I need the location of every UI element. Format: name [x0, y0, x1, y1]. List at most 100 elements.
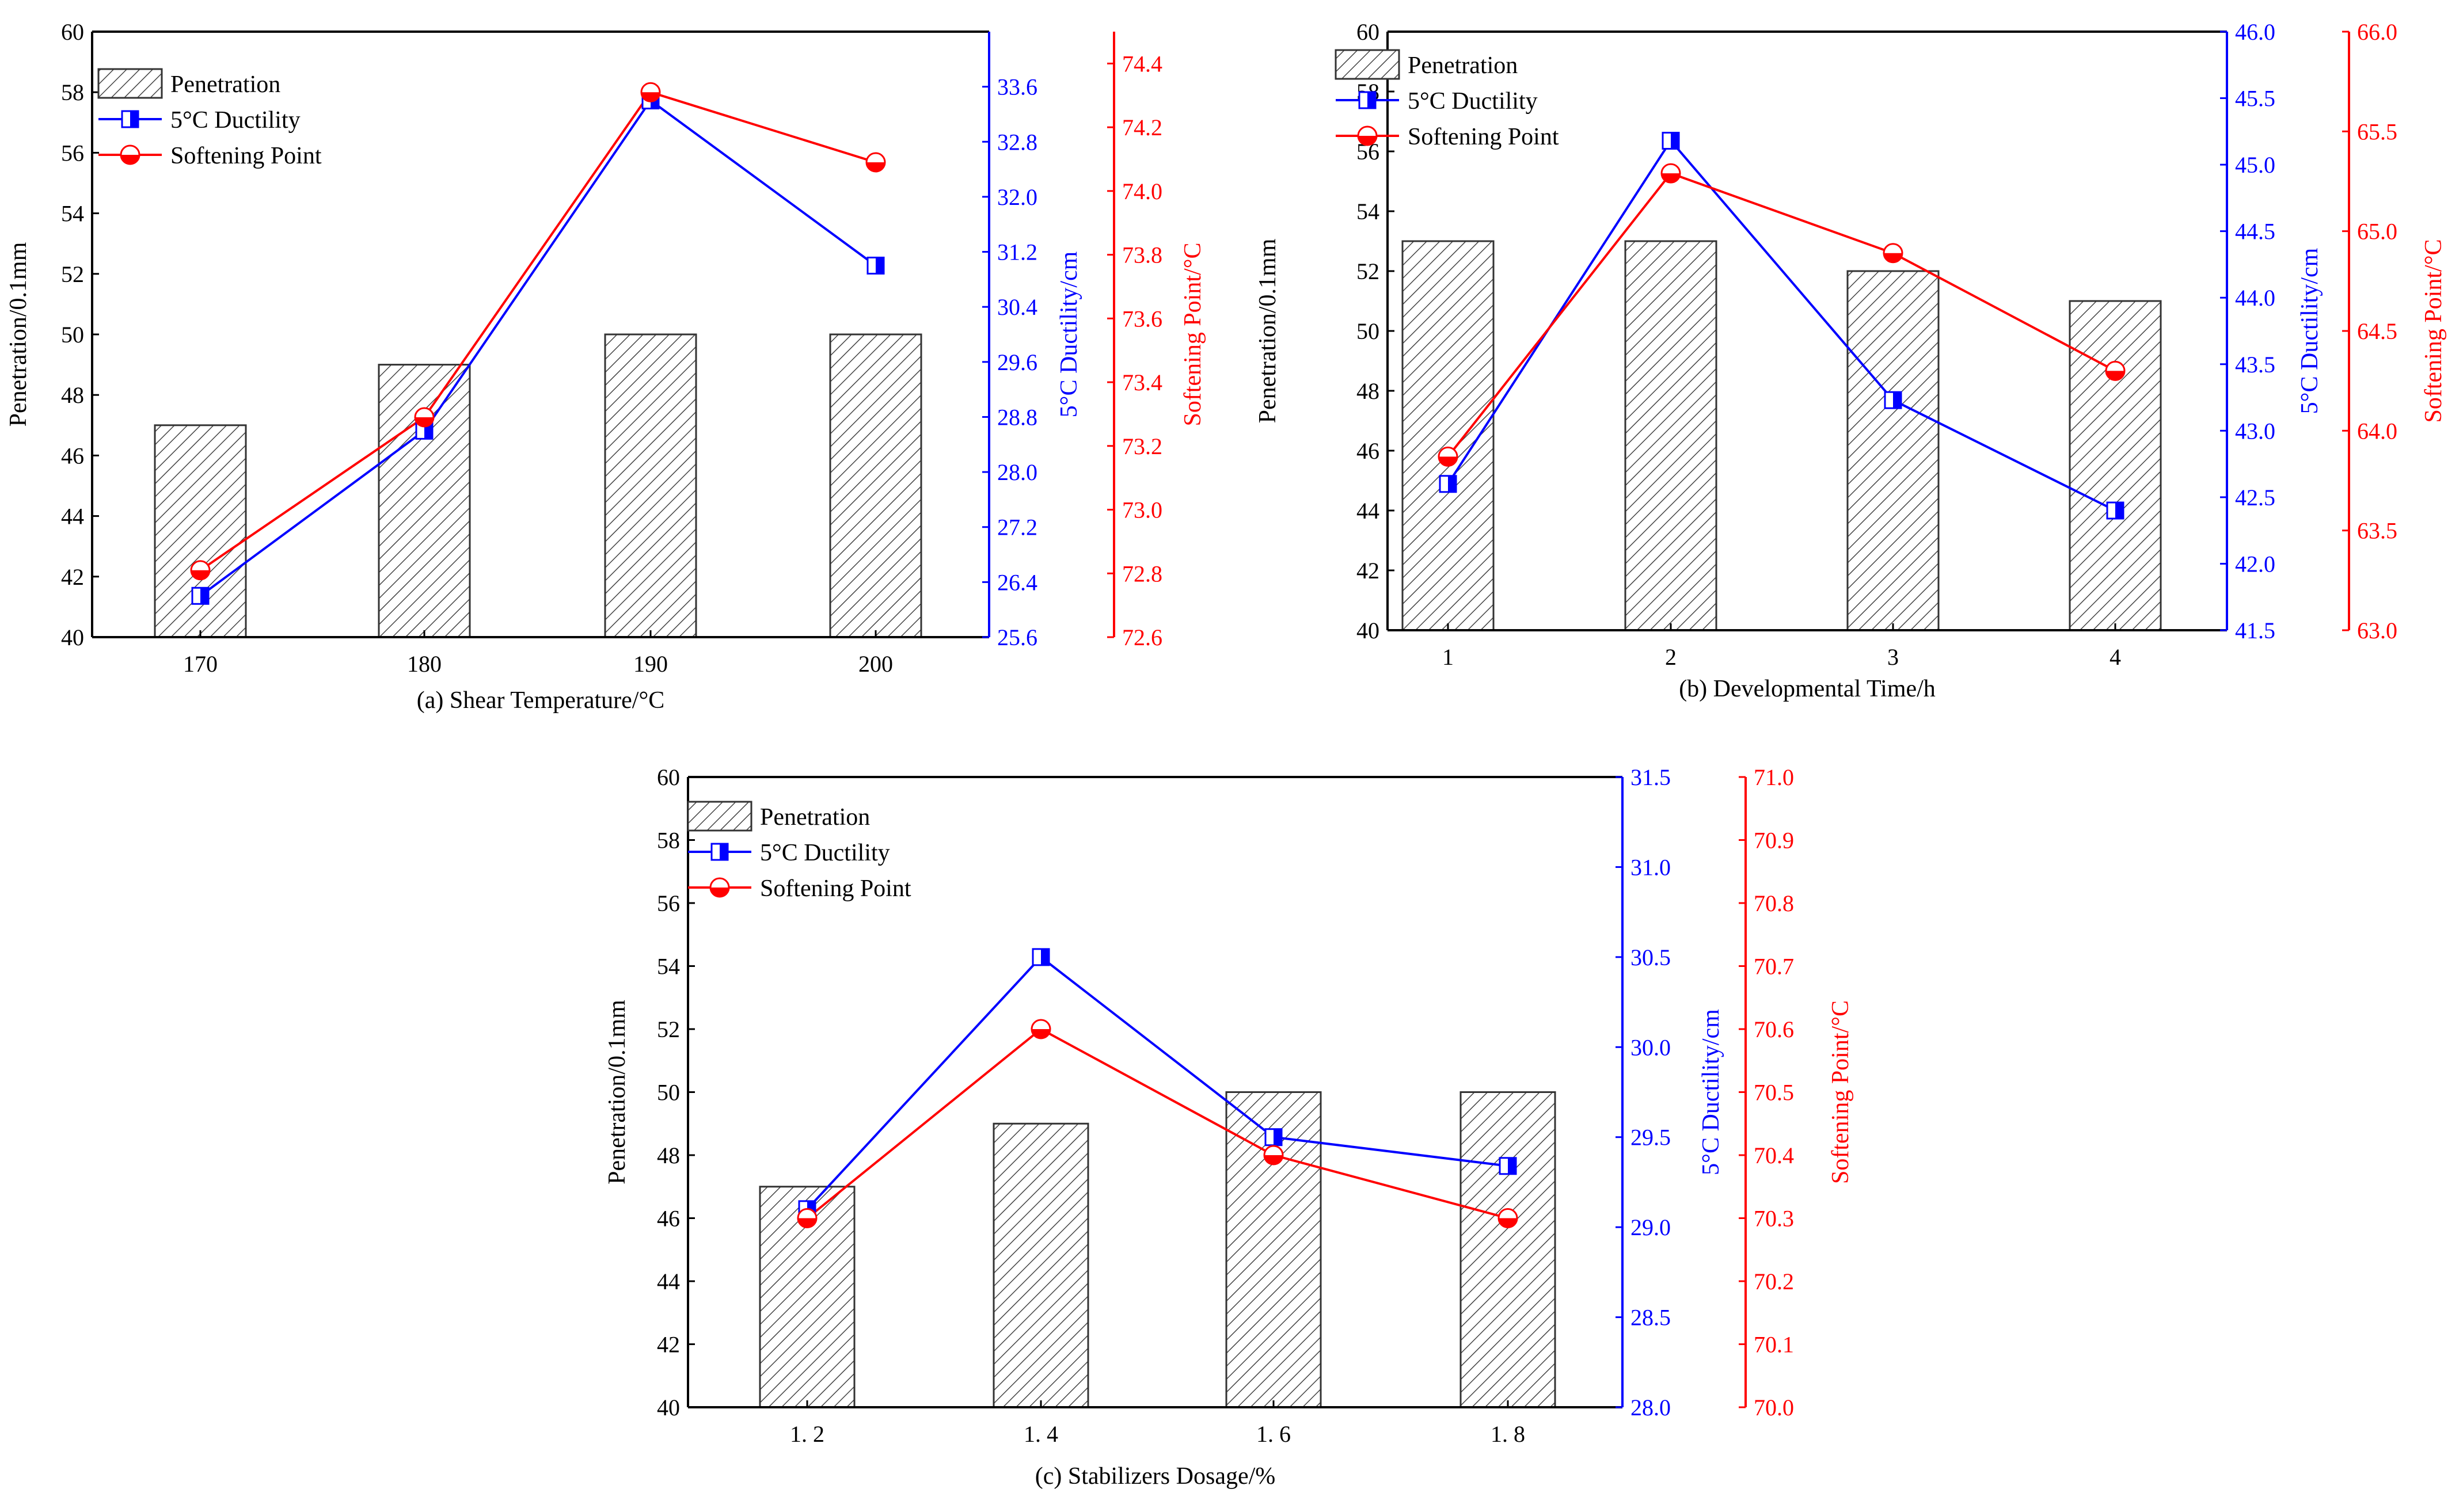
- legend-softening-label: Softening Point: [760, 875, 911, 902]
- x-tick-label: 4: [2109, 644, 2121, 670]
- ductility-point: [1884, 391, 1902, 409]
- softening-line: [1447, 172, 2116, 458]
- ductility-tick-label: 32.0: [997, 184, 1037, 210]
- ductility-point: [1264, 1128, 1283, 1147]
- softening-point: [190, 560, 211, 581]
- left-tick-label: 40: [61, 624, 84, 650]
- softening-tick-label: 70.0: [1754, 1395, 1794, 1420]
- left-tick-label: 46: [657, 1206, 680, 1232]
- softening-tick-label: 74.2: [1122, 115, 1162, 140]
- ductility-point: [866, 256, 885, 275]
- ductility-tick-label: 43.5: [2235, 352, 2275, 378]
- x-tick-label: 180: [407, 651, 442, 677]
- left-tick-label: 56: [657, 890, 680, 916]
- ductility-tick-label: 46.0: [2235, 19, 2275, 45]
- ductility-tick-label: 43.0: [2235, 418, 2275, 444]
- ductility-point: [1499, 1157, 1517, 1175]
- left-tick-label: 42: [1356, 558, 1379, 584]
- ductility-line: [1447, 139, 2116, 512]
- softening-axis-title: Softening Point/°C: [1827, 1000, 1854, 1184]
- ductility-tick-label: 30.5: [1630, 944, 1671, 970]
- legend-penetration-label: Penetration: [170, 71, 280, 98]
- x-tick-label: 1. 4: [1024, 1421, 1058, 1447]
- softening-tick-label: 70.8: [1754, 890, 1794, 916]
- legend-ductility-label: 5°C Ductility: [170, 107, 301, 134]
- softening-line: [199, 90, 876, 572]
- softening-tick-label: 64.0: [2357, 418, 2397, 444]
- ductility-tick-label: 45.5: [2235, 86, 2275, 112]
- panel-caption: (c) Stabilizers Dosage/%: [1035, 1463, 1276, 1490]
- left-tick-label: 48: [1356, 378, 1379, 404]
- penetration-bar: [829, 333, 922, 638]
- chart-panel-c: 40 42 44 46 48 50 52 54 56 58 60 28.0 28.5 29.0 29.5 30…: [604, 764, 1854, 1490]
- left-axis-title: Penetration/0.1mm: [1255, 238, 1281, 423]
- softening-tick-label: 70.9: [1754, 828, 1794, 854]
- legend-penetration-label: Penetration: [1408, 52, 1518, 79]
- x-tick-label: 1. 2: [790, 1421, 824, 1447]
- chart-panel-a: 40 42 44 46 48 50 52 54 56 58 60 25.6 26.4 27.2 28.0 28…: [5, 19, 1206, 714]
- softening-axis-title: Softening Point/°C: [1180, 243, 1206, 426]
- ductility-point: [1032, 948, 1050, 966]
- left-tick-label: 44: [657, 1269, 680, 1294]
- softening-tick-label: 73.0: [1122, 497, 1162, 523]
- chart-panel-b: 404244464850525456586041.542.042.543.043…: [1255, 19, 2447, 702]
- softening-tick-label: 70.7: [1754, 954, 1794, 980]
- legend: Penetration 5°C Ductility Softening Point: [687, 801, 911, 902]
- penetration-bar: [2069, 300, 2162, 631]
- legend-ductility-marker: [710, 843, 729, 861]
- softening-point: [797, 1208, 818, 1228]
- left-axis-title: Penetration/0.1mm: [5, 242, 32, 426]
- ductility-tick-label: 31.2: [997, 239, 1037, 265]
- ductility-tick-label: 28.8: [997, 404, 1037, 430]
- softening-point: [2105, 360, 2126, 381]
- penetration-bar: [993, 1122, 1089, 1408]
- ductility-tick-label: 29.6: [997, 349, 1037, 375]
- left-axis-title: Penetration/0.1mm: [604, 1000, 630, 1185]
- softening-tick-label: 64.5: [2357, 318, 2397, 344]
- legend-softening-marker: [709, 877, 730, 898]
- ductility-tick-label: 42.0: [2235, 551, 2275, 577]
- ductility-tick-label: 28.5: [1630, 1305, 1671, 1331]
- left-tick-label: 42: [657, 1332, 680, 1358]
- left-tick-label: 50: [1356, 318, 1379, 344]
- legend-penetration-swatch: [687, 801, 752, 832]
- ductility-point: [2106, 501, 2124, 520]
- legend: Penetration 5°C Ductility Softening Point: [97, 68, 322, 169]
- legend-penetration-swatch: [1335, 49, 1400, 80]
- softening-tick-label: 70.2: [1754, 1269, 1794, 1294]
- ductility-point: [191, 586, 210, 605]
- left-tick-label: 54: [1356, 199, 1379, 224]
- left-tick-label: 46: [1356, 438, 1379, 464]
- softening-tick-label: 73.4: [1122, 370, 1162, 395]
- ductility-axis-title: 5°C Ductility/cm: [1698, 1009, 1724, 1175]
- legend: Penetration 5°C Ductility Softening Point: [1335, 49, 1559, 150]
- softening-tick-label: 73.2: [1122, 433, 1162, 459]
- softening-tick-label: 73.8: [1122, 242, 1162, 268]
- softening-point: [1263, 1145, 1284, 1166]
- legend-ductility-marker: [1358, 91, 1377, 109]
- softening-tick-label: 63.5: [2357, 518, 2397, 544]
- ductility-tick-label: 27.2: [997, 515, 1037, 540]
- x-tick-label: 1. 6: [1256, 1421, 1291, 1447]
- ductility-tick-label: 33.6: [997, 74, 1037, 100]
- softening-tick-label: 65.5: [2357, 119, 2397, 144]
- left-tick-label: 54: [657, 954, 680, 980]
- panel-caption: (b) Developmental Time/h: [1679, 676, 1936, 702]
- left-tick-label: 48: [657, 1142, 680, 1168]
- left-tick-label: 52: [657, 1016, 680, 1042]
- softening-axis-title: Softening Point/°C: [2420, 239, 2447, 423]
- softening-tick-label: 74.0: [1122, 178, 1162, 204]
- softening-tick-label: 63.0: [2357, 618, 2397, 643]
- left-tick-label: 60: [657, 764, 680, 790]
- ductility-tick-label: 30.4: [997, 294, 1037, 320]
- softening-tick-label: 72.8: [1122, 561, 1162, 586]
- panel-caption: (a) Shear Temperature/°C: [417, 687, 665, 714]
- penetration-bar: [154, 424, 247, 638]
- left-tick-label: 42: [61, 564, 84, 590]
- softening-line: [806, 1027, 1508, 1220]
- left-tick-label: 58: [657, 828, 680, 854]
- ductility-tick-label: 32.8: [997, 129, 1037, 155]
- left-tick-label: 44: [61, 504, 84, 530]
- softening-tick-label: 70.1: [1754, 1332, 1794, 1358]
